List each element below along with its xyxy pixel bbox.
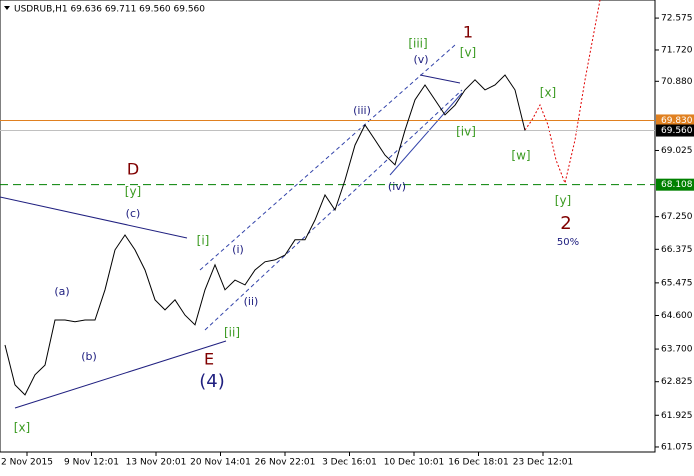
level-label-box [656,114,694,127]
wave-label: [y] [555,194,571,208]
wave-label: 2 [560,213,571,234]
price-line [4,74,526,396]
wave-label: D [127,160,139,179]
wave-label: (4) [199,371,225,392]
wave-line [419,74,461,84]
wave-label: E [204,350,214,369]
x-tick-label: 13 Nov 20:01 [126,458,187,468]
triangle-line [14,340,227,409]
y-tick-label: 61.925 [661,411,693,421]
x-tick-label: 16 Dec 18:01 [448,458,509,468]
y-tick-label: 61.075 [661,442,693,452]
level-label: 69.830 [661,116,693,126]
wave-label: [x] [540,86,556,100]
y-tick-label: 70.880 [661,77,693,87]
level-label: 68.108 [661,180,693,190]
x-tick-label: 10 Dec 10:01 [384,458,445,468]
wave-label: [iv] [456,125,476,139]
wave-label: [ii] [224,326,240,340]
triangle-line [0,196,188,239]
y-tick-label: 65.475 [661,278,693,288]
plot-area [0,0,656,453]
wave-label: [v] [460,46,476,60]
wave-label: [y] [125,185,141,199]
chart-title: USDRUB,H1 69.636 69.711 69.560 69.560 [14,5,205,15]
y-tick-label: 66.375 [661,245,693,255]
level-label-box [656,178,694,191]
wave-label: (v) [413,53,428,66]
channel-line [204,89,463,331]
x-tick-label: 26 Nov 22:01 [255,458,316,468]
x-tick-label: 2 Nov 2015 [1,458,53,468]
wave-label: 50% [557,237,579,248]
wave-label: (a) [54,285,69,298]
level-label-box [656,124,694,137]
wave-label: (ii) [244,295,259,308]
y-tick-label: 67.250 [661,212,693,222]
projection-path [524,0,601,185]
y-tick-label: 62.825 [661,377,693,387]
wave-label: (c) [126,207,141,220]
wave-label: (i) [232,243,244,256]
wave-label: [iii] [408,37,427,51]
x-tick-label: 20 Nov 14:01 [190,458,251,468]
wave-label: 1 [463,23,473,42]
channel-line [389,92,463,176]
wave-label: (b) [81,350,97,363]
level-label: 69.560 [661,126,693,136]
y-tick-label: 72.575 [661,14,693,24]
wave-label: [x] [14,421,30,435]
y-tick-label: 71.720 [661,45,693,55]
x-tick-label: 23 Dec 12:01 [513,458,574,468]
x-tick-label: 9 Nov 12:01 [64,458,119,468]
channel-line [199,44,456,271]
wave-label: (iv) [388,180,406,193]
wave-label: (iii) [353,104,371,117]
x-tick-label: 3 Dec 16:01 [322,458,377,468]
title-icon [4,6,10,10]
y-tick-label: 69.025 [661,146,693,156]
y-tick-label: 64.600 [661,311,693,321]
wave-label: [i] [197,234,210,248]
wave-label: [w] [511,149,530,163]
y-tick-label: 63.700 [661,345,693,355]
